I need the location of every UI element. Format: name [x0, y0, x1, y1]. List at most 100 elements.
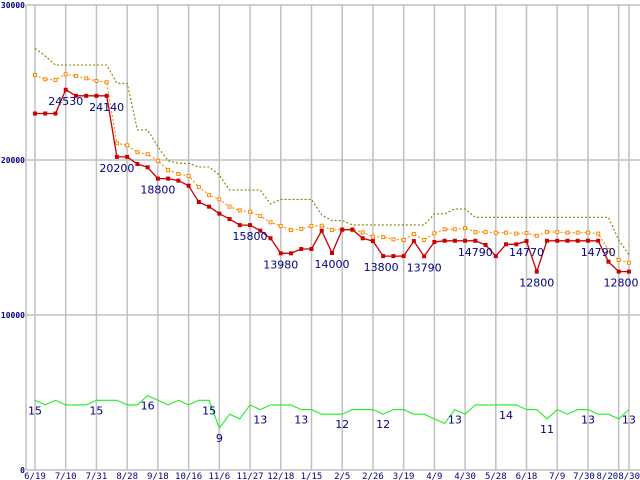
- marker-min: [391, 254, 396, 259]
- price-label: 18800: [140, 184, 175, 197]
- marker-average: [514, 231, 519, 236]
- marker-average: [391, 237, 396, 242]
- marker-min: [227, 217, 232, 222]
- series-line-count: [34, 394, 630, 430]
- marker-average: [248, 209, 253, 214]
- marker-average: [114, 141, 119, 146]
- marker-min: [545, 238, 549, 243]
- marker-min: [585, 238, 590, 243]
- x-tick-label: 6/19: [24, 472, 46, 480]
- marker-average: [545, 230, 549, 235]
- marker-average: [237, 208, 242, 213]
- marker-min: [278, 251, 283, 256]
- x-tick-label: 5/28: [485, 472, 507, 480]
- marker-min: [114, 154, 119, 159]
- marker-average: [606, 248, 611, 253]
- price-label: 14000: [314, 258, 349, 271]
- series-group: [33, 47, 631, 430]
- x-tick-label: 3/19: [393, 472, 415, 480]
- x-tick-label: 4/30: [454, 472, 476, 480]
- marker-min: [319, 228, 324, 233]
- price-label: 13790: [407, 261, 442, 274]
- marker-average: [319, 223, 324, 228]
- marker-average: [504, 230, 509, 235]
- marker-min: [63, 87, 68, 92]
- y-tick-label: 30000: [1, 1, 25, 10]
- marker-min: [504, 242, 509, 247]
- price-label: 14790: [458, 246, 493, 259]
- x-tick-label: 7/31: [86, 472, 108, 480]
- marker-average: [442, 227, 447, 232]
- marker-average: [33, 73, 37, 78]
- count-label: 15: [202, 404, 216, 417]
- marker-average: [463, 226, 468, 231]
- marker-min: [422, 254, 427, 259]
- count-label: 13: [622, 414, 636, 427]
- marker-min: [473, 238, 478, 243]
- price-label: 15800: [233, 230, 268, 243]
- marker-min: [442, 238, 447, 243]
- y-tick-label: 0: [20, 466, 25, 475]
- marker-min: [155, 176, 160, 181]
- marker-min: [289, 251, 293, 256]
- marker-average: [452, 227, 457, 232]
- price-label: 24140: [89, 101, 124, 114]
- x-tick-label: 6/18: [516, 472, 538, 480]
- marker-min: [483, 242, 488, 247]
- x-tick-label: 1/15: [301, 472, 323, 480]
- marker-min: [217, 211, 222, 216]
- marker-average: [258, 213, 263, 218]
- marker-average: [135, 150, 140, 155]
- marker-min: [370, 239, 375, 244]
- marker-min: [340, 227, 345, 232]
- marker-min: [145, 165, 150, 170]
- marker-average: [227, 204, 232, 209]
- x-tick-label: 8/28: [116, 472, 138, 480]
- marker-min: [524, 239, 529, 244]
- price-label: 14770: [509, 246, 544, 259]
- marker-average: [94, 78, 99, 83]
- y-tick-label: 10000: [1, 311, 25, 320]
- marker-min: [125, 154, 130, 159]
- marker-min: [237, 223, 242, 228]
- price-label: 13800: [364, 261, 399, 274]
- marker-average: [289, 228, 293, 233]
- grid: [25, 4, 640, 471]
- marker-min: [248, 223, 253, 228]
- marker-min: [514, 242, 519, 247]
- count-label: 13: [294, 414, 308, 427]
- series-line-min: [35, 88, 629, 274]
- marker-average: [483, 230, 488, 235]
- count-label: 14: [499, 409, 513, 422]
- marker-min: [463, 238, 468, 243]
- x-tick-label: 7/10: [55, 472, 77, 480]
- x-tick-label: 12/18: [267, 472, 294, 480]
- marker-min: [43, 111, 48, 116]
- marker-average: [329, 228, 334, 233]
- count-label: 12: [376, 418, 390, 431]
- marker-average: [565, 230, 570, 235]
- marker-average: [299, 226, 304, 231]
- price-label: 20200: [99, 162, 134, 175]
- marker-min: [135, 162, 140, 167]
- marker-average: [53, 78, 58, 83]
- marker-average: [84, 76, 89, 81]
- marker-average: [268, 220, 273, 225]
- marker-min: [176, 178, 181, 183]
- marker-min: [565, 238, 570, 243]
- marker-min: [432, 239, 437, 244]
- x-tick-label: 7/30: [573, 472, 595, 480]
- y-tick-label: 20000: [1, 156, 25, 165]
- marker-min: [196, 200, 201, 205]
- x-tick-label: 4/9: [426, 472, 442, 480]
- marker-average: [493, 230, 498, 235]
- price-label: 13980: [263, 258, 298, 271]
- x-tick-label: 2/5: [334, 472, 350, 480]
- price-label: 14790: [581, 246, 616, 259]
- marker-average: [360, 230, 365, 235]
- price-label: 12800: [519, 277, 554, 290]
- marker-average: [176, 171, 181, 176]
- marker-average: [63, 72, 68, 77]
- marker-average: [432, 231, 437, 236]
